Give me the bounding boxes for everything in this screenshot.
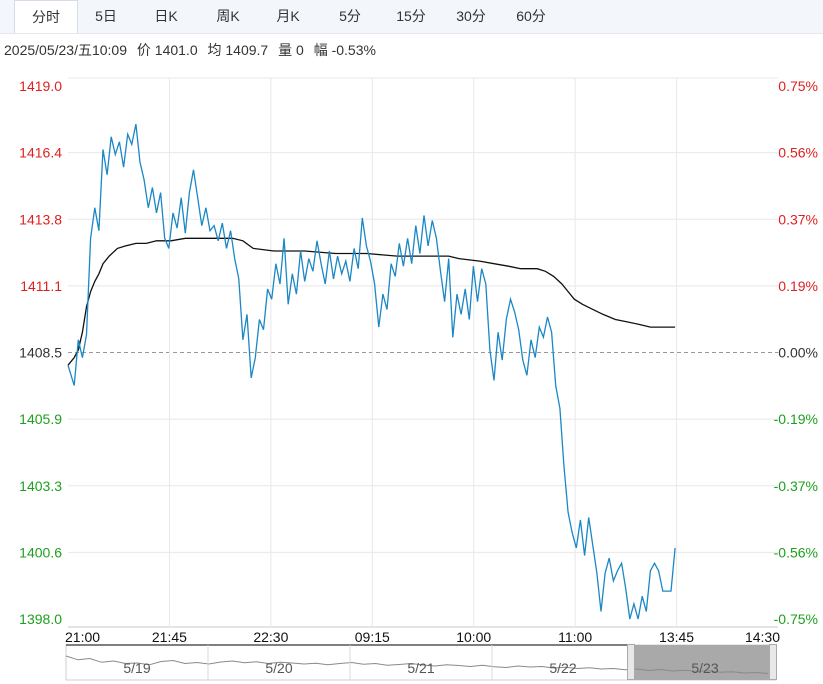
y-tick-label-right: -0.19% xyxy=(774,411,818,427)
tab-weekly-k[interactable]: 周K xyxy=(216,8,240,24)
x-tick-label: 09:15 xyxy=(355,629,390,645)
y-tick-label-right: -0.75% xyxy=(774,611,818,627)
x-tick-label: 14:30 xyxy=(745,629,780,645)
y-tick-label-left: 1400.6 xyxy=(19,544,62,560)
x-tick-label: 10:00 xyxy=(456,629,491,645)
navigator-date-label: 5/22 xyxy=(549,660,576,676)
quote-datetime: 2025/05/23/五10:09 xyxy=(4,42,127,58)
y-tick-label-left: 1413.8 xyxy=(19,211,62,227)
tab-30min[interactable]: 30分 xyxy=(456,8,486,24)
y-tick-label-left: 1408.5 xyxy=(19,345,62,361)
navigator-date-label: 5/23 xyxy=(691,660,718,676)
x-tick-label: 11:00 xyxy=(558,629,592,645)
x-tick-label: 13:45 xyxy=(659,629,694,645)
x-tick-label: 21:45 xyxy=(152,629,187,645)
quote-price: 价 1401.0 xyxy=(136,42,198,58)
y-tick-label-right: -0.56% xyxy=(774,544,818,560)
y-tick-label-right: 0.56% xyxy=(778,145,818,161)
quote-change: 幅 -0.53% xyxy=(313,42,376,58)
navigator-date-label: 5/21 xyxy=(407,660,434,676)
price-line xyxy=(67,123,676,620)
navigator-date-label: 5/19 xyxy=(123,660,150,676)
tab-daily-k[interactable]: 日K xyxy=(154,8,178,24)
y-tick-label-right: -0.37% xyxy=(774,478,818,494)
quote-info-bar: 2025/05/23/五10:09 价 1401.0 均 1409.7 量 0 … xyxy=(4,40,382,60)
y-tick-label-left: 1405.9 xyxy=(19,411,62,427)
tab-15min[interactable]: 15分 xyxy=(396,8,426,24)
y-tick-label-left: 1411.1 xyxy=(20,278,62,294)
tab-60min[interactable]: 60分 xyxy=(516,8,546,24)
y-tick-label-right: 0.75% xyxy=(778,78,818,94)
y-tick-label-left: 1398.0 xyxy=(19,611,62,627)
y-tick-label-right: 0.37% xyxy=(778,211,818,227)
y-tick-label-right: 0.00% xyxy=(778,345,818,361)
period-tabs: 分时 5日 日K 周K 月K 5分 15分 30分 60分 xyxy=(0,0,823,34)
tab-intraday[interactable]: 分时 xyxy=(14,0,78,33)
navigator-left-handle[interactable] xyxy=(627,644,635,680)
tab-5day[interactable]: 5日 xyxy=(95,8,117,24)
navigator-date-label: 5/20 xyxy=(265,660,292,676)
x-tick-label: 22:30 xyxy=(253,629,288,645)
navigator-selected-range xyxy=(632,645,770,680)
navigator-overview-line xyxy=(65,655,769,674)
average-price-line xyxy=(67,237,676,366)
x-tick-label: 21:00 xyxy=(65,629,100,645)
tab-5min[interactable]: 5分 xyxy=(339,8,361,24)
y-tick-label-left: 1419.0 xyxy=(19,78,62,94)
quote-volume: 量 0 xyxy=(278,42,304,58)
tab-monthly-k[interactable]: 月K xyxy=(276,8,300,24)
quote-average: 均 1409.7 xyxy=(207,42,269,58)
y-tick-label-left: 1416.4 xyxy=(19,145,62,161)
y-tick-label-left: 1403.3 xyxy=(19,478,62,494)
navigator-right-handle[interactable] xyxy=(769,644,777,680)
y-tick-label-right: 0.19% xyxy=(778,278,818,294)
